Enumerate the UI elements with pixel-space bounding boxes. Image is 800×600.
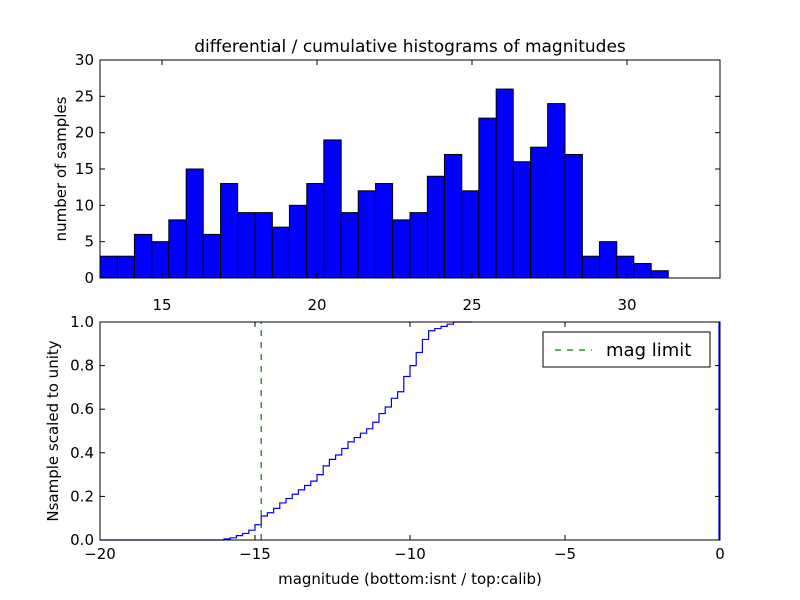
histogram-x-ticks: 15 20 25 30 [152,60,637,314]
histogram-frame [99,59,721,279]
histogram-bar [254,212,273,279]
cumulative-x-tick-label: 0 [715,545,725,563]
histogram-bar [220,183,239,279]
cumulative-x-tick-label: −5 [554,545,576,563]
histogram-y-tick-label: 25 [75,87,94,105]
histogram-bar [99,255,118,279]
histogram-y-tick-label: 10 [75,196,94,214]
histogram-bar [547,103,566,279]
cumulative-x-tick-label: −20 [84,545,116,563]
cumulative-y-tick-label: 0.6 [70,400,94,418]
histogram-bar [306,183,325,279]
cumulative-x-tick-label: −15 [239,545,271,563]
histogram-bar [616,255,635,279]
histogram-bar [116,255,135,279]
histogram-y-tick-label: 0 [84,269,94,287]
cumulative-y-tick-label: 0.2 [70,487,94,505]
histogram-bar [168,219,187,279]
legend: mag limit [542,331,711,368]
histogram-bar [530,146,549,279]
histogram-bars [99,88,669,279]
histogram-y-tick-label: 15 [75,160,94,178]
cumulative-frame [99,321,721,541]
histogram-y-ticks: 0 5 10 15 20 25 30 [75,51,720,287]
cumulative-y-tick-label: 0.8 [70,357,94,375]
histogram-x-tick-label: 30 [617,296,636,314]
histogram-bar [512,161,532,279]
histogram-x-tick-label: 25 [462,296,481,314]
histogram-bar [375,183,394,279]
histogram-y-tick-label: 20 [75,124,94,142]
cumulative-y-tick-label: 0.0 [70,531,94,549]
histogram-bar [443,153,463,279]
histogram-y-axis-label: number of samples [52,96,70,241]
histogram-bar [478,117,497,279]
histogram-bar [650,270,669,279]
histogram-bar [185,168,204,279]
cumulative-x-tick-label: −10 [394,545,426,563]
histogram-bar [323,139,342,279]
histogram-bar [392,219,411,279]
histogram-bar [271,226,290,279]
cumulative-y-tick-label: 0.4 [70,444,94,462]
histogram-bar [237,212,256,279]
histogram-bar [340,212,359,279]
cumulative-x-ticks: −20 −15 −10 −5 0 [84,322,725,563]
histogram-x-tick-label: 15 [152,296,171,314]
cumulative-axes: Nsample scaled to unity magnitude (botto… [44,313,725,588]
histogram-y-tick-label: 5 [84,233,94,251]
histogram-bar [202,233,222,279]
histogram-bar [564,153,583,279]
histogram-x-tick-label: 20 [307,296,326,314]
histogram-bar [598,241,618,279]
histogram-bar [633,262,652,279]
legend-box [542,331,711,368]
histogram-bar [288,204,308,279]
histogram-y-tick-label: 30 [75,51,94,69]
cumulative-y-axis-label: Nsample scaled to unity [44,340,62,521]
histogram-bar [581,255,600,279]
chart-title: differential / cumulative histograms of … [194,37,626,57]
histogram-axes: differential / cumulative histograms of … [52,37,721,314]
cumulative-x-axis-label: magnitude (bottom:isnt / top:calib) [278,570,542,588]
histogram-bar [151,241,170,279]
cumulative-series [100,321,720,541]
histogram-bar [133,233,153,279]
histogram-bar [426,175,445,279]
histogram-bar [495,88,514,279]
cumulative-y-ticks: 0.0 0.2 0.4 0.6 0.8 1.0 [70,313,720,549]
histogram-bar [409,212,428,279]
histogram-bar [357,190,377,279]
histogram-bar [461,190,480,279]
cumulative-y-tick-label: 1.0 [70,313,94,331]
legend-label-mag-limit: mag limit [606,340,691,361]
